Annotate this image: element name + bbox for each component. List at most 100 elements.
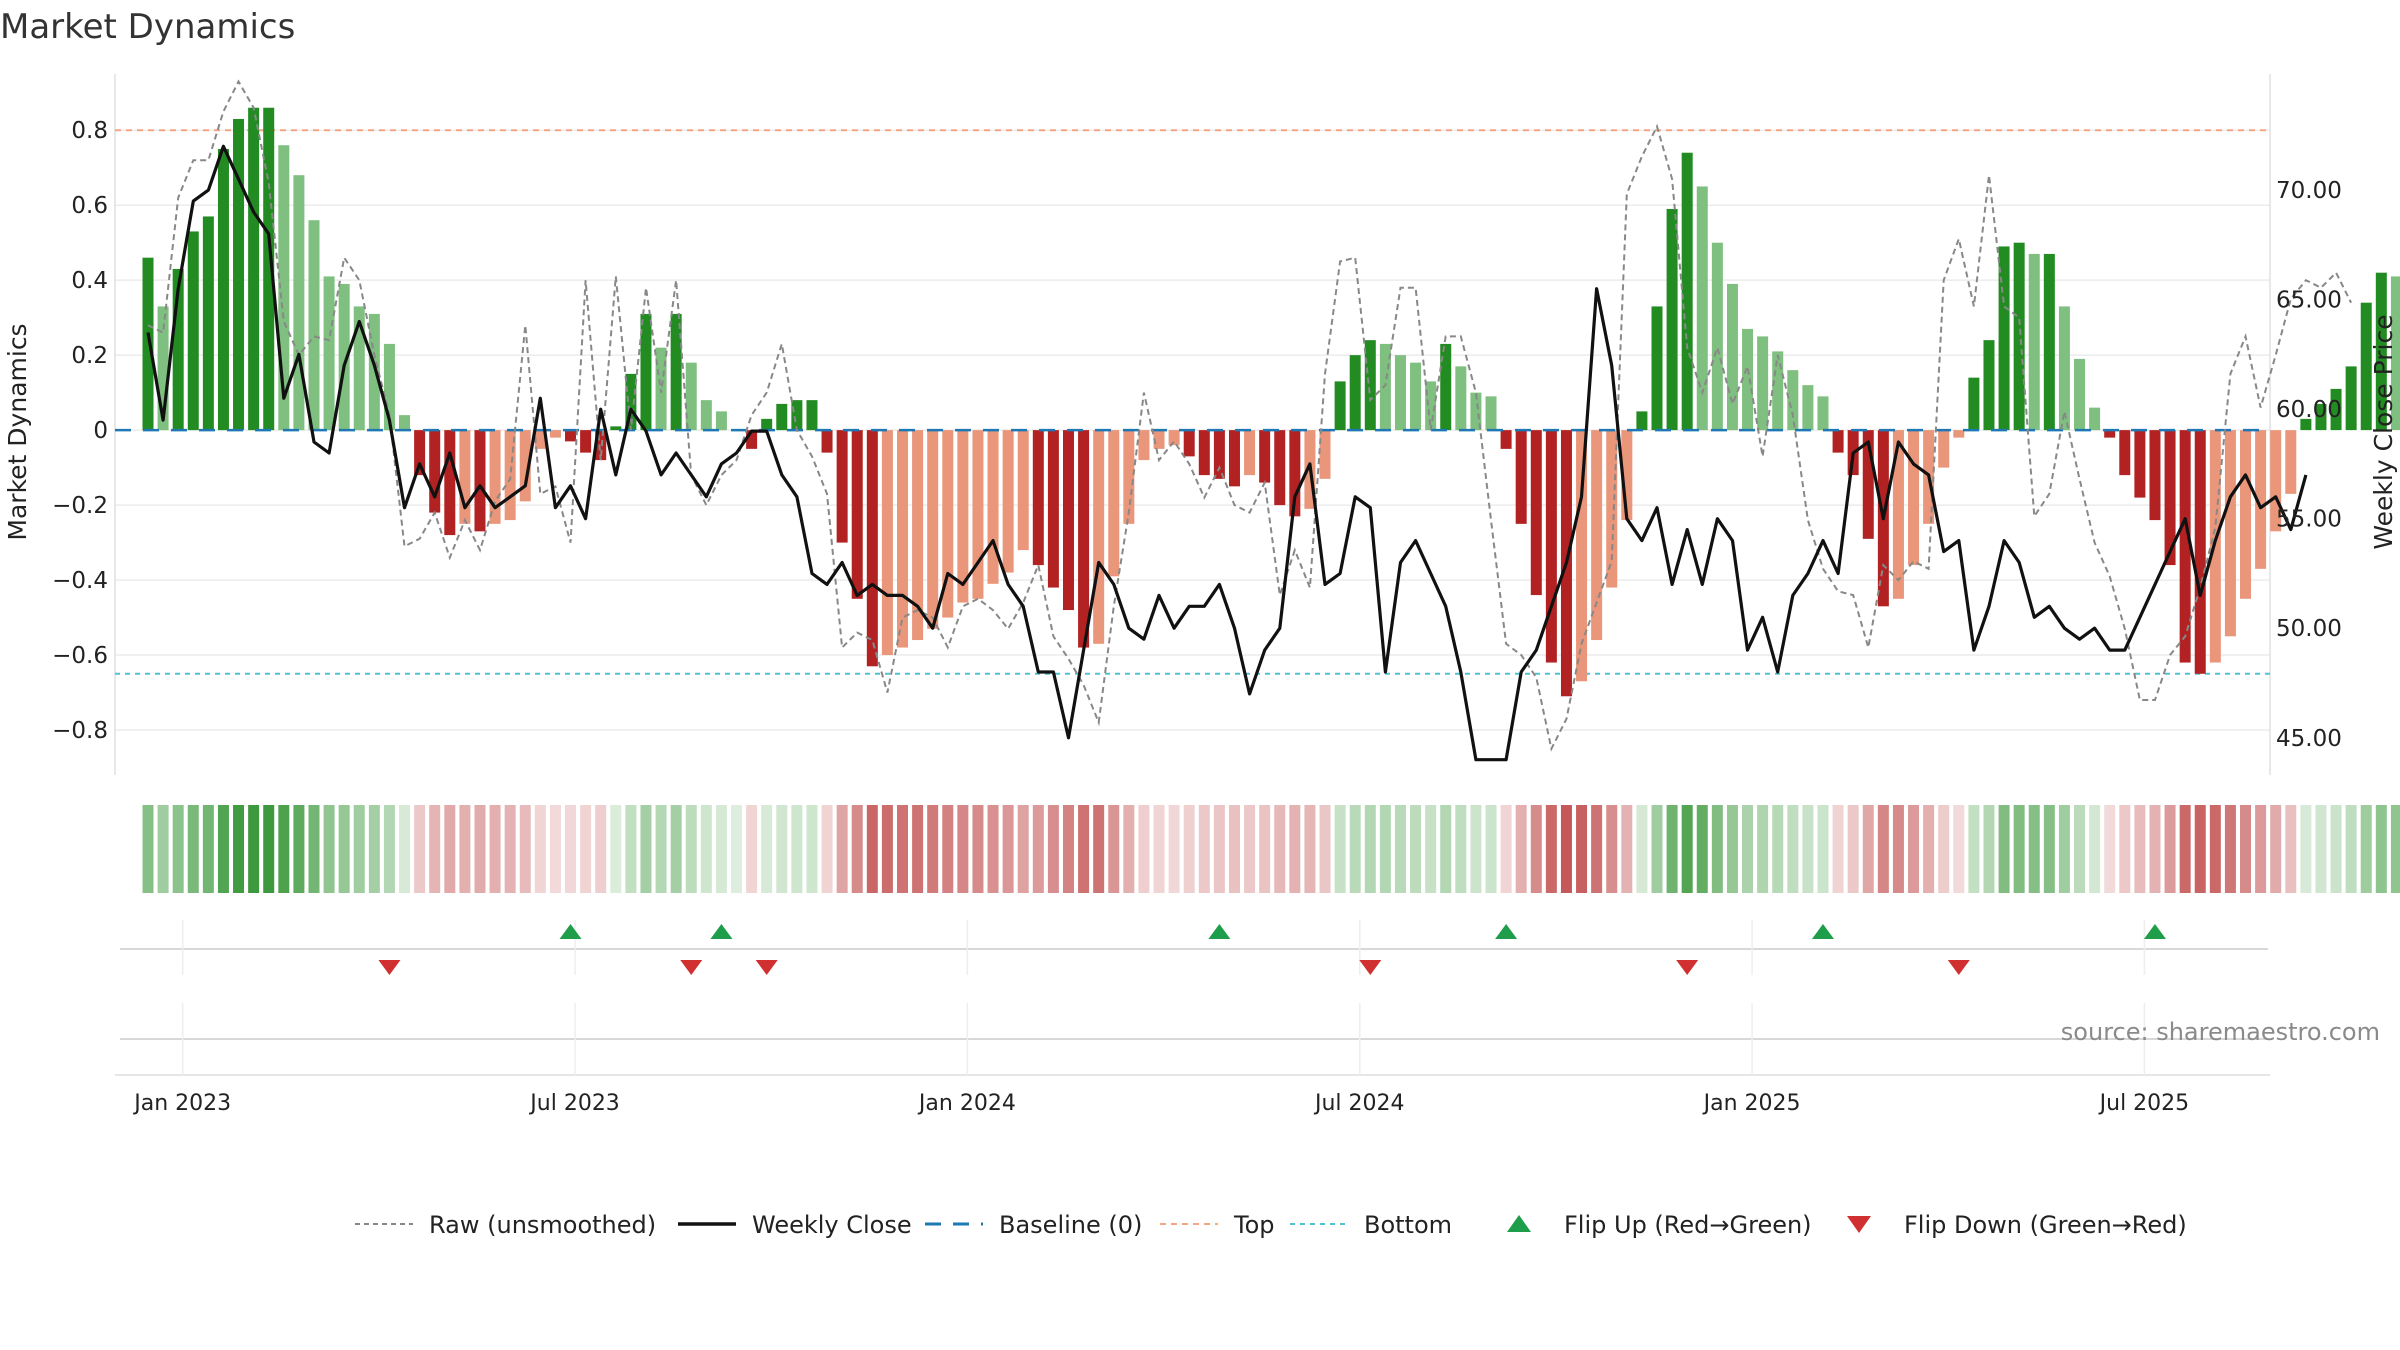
dynamics-bar <box>444 430 456 536</box>
heat-cell <box>1681 805 1693 893</box>
heat-cell <box>2013 805 2025 893</box>
dynamics-bar <box>1757 336 1769 431</box>
heat-cell <box>368 805 380 893</box>
x-tick-label: Jul 2024 <box>1313 1091 1405 1116</box>
heat-cell <box>791 805 803 893</box>
x-tick-label: Jan 2023 <box>132 1091 231 1116</box>
dynamics-bar <box>1032 430 1044 566</box>
dynamics-bar <box>1892 430 1904 599</box>
heat-cell <box>2360 805 2372 893</box>
legend-label: Flip Up (Red→Green) <box>1564 1211 1812 1239</box>
dynamics-bars <box>142 107 2400 697</box>
heat-cell <box>1274 805 1286 893</box>
dynamics-bar <box>1500 430 1512 449</box>
dynamics-bar <box>791 400 803 431</box>
dynamics-bar <box>217 148 229 431</box>
heat-cell <box>2330 805 2342 893</box>
heat-cell <box>1696 805 1708 893</box>
dynamics-bar <box>1817 396 1829 431</box>
left-tick-label: −0.4 <box>52 568 108 594</box>
dynamics-bar <box>1998 246 2010 431</box>
heat-cell <box>972 805 984 893</box>
heat-cell <box>1711 805 1723 893</box>
heat-cell <box>1500 805 1512 893</box>
heat-cell <box>595 805 607 893</box>
heat-cell <box>565 805 577 893</box>
legend-label: Weekly Close <box>752 1211 912 1239</box>
dynamics-bar <box>474 430 486 532</box>
flip-down-marker <box>1947 960 1970 975</box>
dynamics-bar <box>1183 430 1195 457</box>
dynamics-bar <box>2074 358 2086 431</box>
dynamics-bar <box>1908 430 1920 566</box>
heat-cell <box>836 805 848 893</box>
heat-cell <box>1923 805 1935 893</box>
heat-cell <box>1078 805 1090 893</box>
heat-cell <box>2255 805 2267 893</box>
dynamics-bar <box>1711 242 1723 431</box>
dynamics-bar <box>1621 430 1633 521</box>
dynamics-bar <box>1198 430 1210 476</box>
right-tick-label: 65.00 <box>2276 288 2342 314</box>
heat-cell <box>202 805 214 893</box>
dynamics-bar <box>1802 385 1814 431</box>
heat-cell <box>1394 805 1406 893</box>
heat-cell <box>2164 805 2176 893</box>
heat-cell <box>1289 805 1301 893</box>
dynamics-bar <box>1832 430 1844 453</box>
dynamics-bar <box>2179 430 2191 663</box>
flip-up-marker <box>1811 924 1834 939</box>
dynamics-bar <box>1410 362 1422 431</box>
heat-cell <box>1651 805 1663 893</box>
dynamics-bar <box>142 257 154 431</box>
heat-cell <box>2028 805 2040 893</box>
heat-cell <box>549 805 561 893</box>
heat-cell <box>323 805 335 893</box>
dynamics-bar <box>1017 430 1029 551</box>
dynamics-bar <box>1349 355 1361 431</box>
heat-cell <box>731 805 743 893</box>
heat-cell <box>1983 805 1995 893</box>
dynamics-bar <box>2149 430 2161 521</box>
heat-cell <box>2058 805 2070 893</box>
dynamics-bar <box>2134 430 2146 498</box>
heat-cell <box>987 805 999 893</box>
dynamics-bar <box>1576 430 1588 682</box>
flip-markers-panel <box>120 920 2268 975</box>
heat-cell <box>746 805 758 893</box>
left-tick-label: 0.8 <box>71 118 108 144</box>
chart-title: Market Dynamics <box>0 7 295 47</box>
heat-cell <box>1123 805 1135 893</box>
heat-cell <box>459 805 471 893</box>
flip-up-marker <box>710 924 733 939</box>
heat-cell <box>1832 805 1844 893</box>
dynamics-bar <box>821 430 833 453</box>
dynamics-bar <box>957 430 969 603</box>
heat-cell <box>1817 805 1829 893</box>
heat-cell <box>1334 805 1346 893</box>
heat-cell <box>2119 805 2131 893</box>
dynamics-bar <box>2390 276 2400 431</box>
legend-flip-down-symbol <box>1847 1216 1871 1233</box>
dynamics-bar <box>2345 366 2357 431</box>
dynamics-bar <box>2224 430 2236 637</box>
heat-cell <box>519 805 531 893</box>
dynamics-bar <box>1938 430 1950 468</box>
heat-cell <box>1772 805 1784 893</box>
dynamics-bar <box>595 430 607 461</box>
right-tick-label: 70.00 <box>2276 178 2342 204</box>
heat-cell <box>429 805 441 893</box>
dynamics-bar <box>1425 381 1437 431</box>
heat-cell <box>2224 805 2236 893</box>
heat-cell <box>2315 805 2327 893</box>
flip-up-marker <box>1208 924 1231 939</box>
dynamics-bar <box>2013 242 2025 431</box>
heat-cell <box>1908 805 1920 893</box>
heat-cell <box>1425 805 1437 893</box>
legend-flip-up-symbol <box>1507 1215 1531 1232</box>
dynamics-bar <box>2104 430 2116 438</box>
dynamics-bar <box>1168 430 1180 446</box>
heat-cell <box>1621 805 1633 893</box>
dynamics-bar <box>399 415 411 431</box>
heat-cell <box>2300 805 2312 893</box>
